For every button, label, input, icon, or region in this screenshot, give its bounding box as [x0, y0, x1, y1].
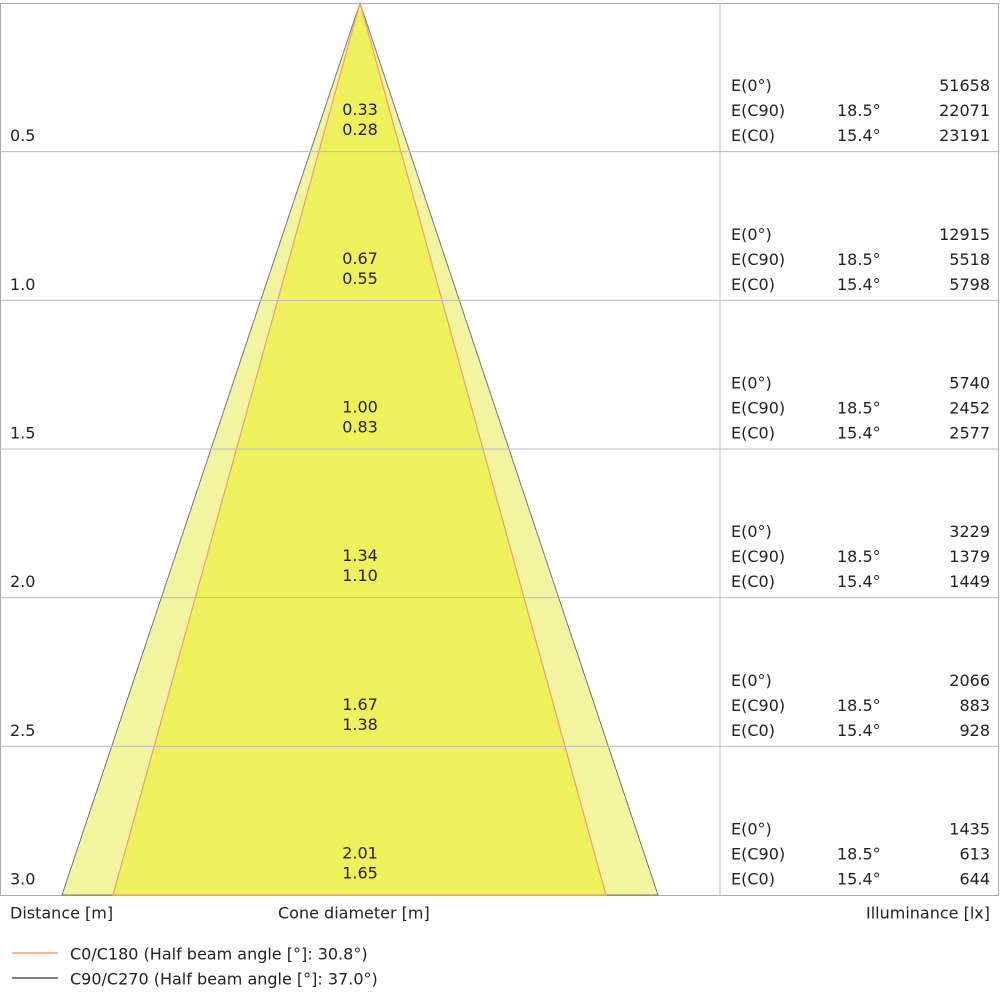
- illuminance-value: 5740: [949, 374, 990, 393]
- beam-angle: 18.5°: [837, 250, 881, 269]
- illuminance-value: 23191: [939, 126, 990, 145]
- illuminance-value: 5798: [949, 275, 990, 294]
- cone-diameter: 1.00: [342, 398, 378, 417]
- beam-angle: 18.5°: [837, 101, 881, 120]
- illuminance-label: E(0°): [731, 76, 772, 95]
- illuminance-value: 3229: [949, 522, 990, 541]
- illuminance-label: E(C0): [731, 721, 775, 740]
- illuminance-label: E(C0): [731, 126, 775, 145]
- illuminance-value: 928: [959, 721, 990, 740]
- illuminance-label: E(C0): [731, 870, 775, 889]
- illuminance-label: E(C90): [731, 101, 785, 120]
- illuminance-label: E(0°): [731, 522, 772, 541]
- beam-angle: 15.4°: [837, 275, 881, 294]
- distance-label: 1.0: [10, 275, 35, 294]
- legend-text: C90/C270 (Half beam angle [°]: 37.0°): [70, 970, 378, 989]
- illuminance-label: E(0°): [731, 374, 772, 393]
- cone-diameter: 0.33: [342, 100, 378, 119]
- distance-label: 0.5: [10, 126, 35, 145]
- illuminance-value: 2452: [949, 399, 990, 418]
- illuminance-label: E(C0): [731, 424, 775, 443]
- illuminance-label: E(C0): [731, 572, 775, 591]
- illuminance-label: E(0°): [731, 225, 772, 244]
- cone-diameter: 1.34: [342, 546, 378, 565]
- beam-angle: 18.5°: [837, 845, 881, 864]
- beam-angle: 15.4°: [837, 870, 881, 889]
- distance-label: 1.5: [10, 424, 35, 443]
- beam-angle: 18.5°: [837, 399, 881, 418]
- cone-diameter: 0.55: [342, 269, 378, 288]
- illuminance-label: E(C90): [731, 696, 785, 715]
- illuminance-label: E(0°): [731, 820, 772, 839]
- cone-diameter: 1.67: [342, 695, 378, 714]
- illuminance-label: E(C90): [731, 250, 785, 269]
- illuminance-value: 22071: [939, 101, 990, 120]
- beam-angle: 15.4°: [837, 721, 881, 740]
- cone-diameter: 0.83: [342, 418, 378, 437]
- illuminance-value: 613: [959, 845, 990, 864]
- illuminance-value: 1435: [949, 820, 990, 839]
- footer-illuminance: Illuminance [lx]: [866, 904, 990, 923]
- footer-cone: Cone diameter [m]: [278, 904, 430, 923]
- illuminance-value: 883: [959, 696, 990, 715]
- cone-diameter: 1.10: [342, 566, 378, 585]
- illuminance-value: 12915: [939, 225, 990, 244]
- beam-angle: 15.4°: [837, 126, 881, 145]
- cone-diameter: 1.38: [342, 715, 378, 734]
- illuminance-value: 5518: [949, 250, 990, 269]
- illuminance-value: 2066: [949, 671, 990, 690]
- cone-diameter: 0.67: [342, 249, 378, 268]
- illuminance-value: 644: [959, 870, 990, 889]
- beam-angle: 15.4°: [837, 572, 881, 591]
- distance-label: 2.0: [10, 572, 35, 591]
- illuminance-label: E(C0): [731, 275, 775, 294]
- illuminance-label: E(C90): [731, 547, 785, 566]
- cone-diameter: 2.01: [342, 844, 378, 863]
- illuminance-value: 1379: [949, 547, 990, 566]
- distance-label: 2.5: [10, 721, 35, 740]
- footer-distance: Distance [m]: [10, 904, 113, 923]
- illuminance-label: E(0°): [731, 671, 772, 690]
- distance-label: 3.0: [10, 870, 35, 889]
- illuminance-value: 1449: [949, 572, 990, 591]
- illuminance-label: E(C90): [731, 845, 785, 864]
- beam-angle: 18.5°: [837, 547, 881, 566]
- beam-angle: 18.5°: [837, 696, 881, 715]
- legend-text: C0/C180 (Half beam angle [°]: 30.8°): [70, 945, 368, 964]
- illuminance-value: 51658: [939, 76, 990, 95]
- beam-angle: 15.4°: [837, 424, 881, 443]
- illuminance-value: 2577: [949, 424, 990, 443]
- cone-diameter: 1.65: [342, 864, 378, 883]
- cone-diameter: 0.28: [342, 120, 378, 139]
- illuminance-label: E(C90): [731, 399, 785, 418]
